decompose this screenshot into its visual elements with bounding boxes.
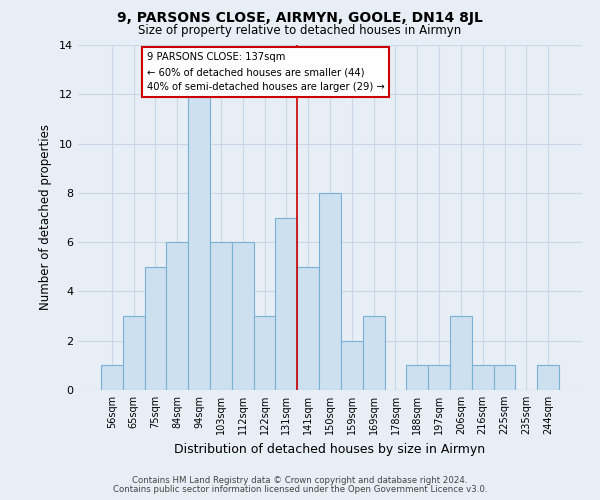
X-axis label: Distribution of detached houses by size in Airmyn: Distribution of detached houses by size … <box>175 442 485 456</box>
Bar <box>450 316 472 390</box>
Bar <box>319 193 341 390</box>
Bar <box>145 267 166 390</box>
Bar <box>188 94 210 390</box>
Bar <box>428 366 450 390</box>
Bar <box>472 366 494 390</box>
Bar <box>232 242 254 390</box>
Bar <box>363 316 385 390</box>
Text: Size of property relative to detached houses in Airmyn: Size of property relative to detached ho… <box>139 24 461 37</box>
Bar <box>210 242 232 390</box>
Bar <box>537 366 559 390</box>
Bar <box>275 218 297 390</box>
Text: Contains HM Land Registry data © Crown copyright and database right 2024.: Contains HM Land Registry data © Crown c… <box>132 476 468 485</box>
Bar <box>166 242 188 390</box>
Y-axis label: Number of detached properties: Number of detached properties <box>39 124 52 310</box>
Text: 9 PARSONS CLOSE: 137sqm
← 60% of detached houses are smaller (44)
40% of semi-de: 9 PARSONS CLOSE: 137sqm ← 60% of detache… <box>147 52 385 92</box>
Bar <box>297 267 319 390</box>
Bar <box>341 340 363 390</box>
Bar <box>254 316 275 390</box>
Text: Contains public sector information licensed under the Open Government Licence v3: Contains public sector information licen… <box>113 485 487 494</box>
Bar <box>494 366 515 390</box>
Text: 9, PARSONS CLOSE, AIRMYN, GOOLE, DN14 8JL: 9, PARSONS CLOSE, AIRMYN, GOOLE, DN14 8J… <box>117 11 483 25</box>
Bar <box>101 366 123 390</box>
Bar <box>406 366 428 390</box>
Bar <box>123 316 145 390</box>
